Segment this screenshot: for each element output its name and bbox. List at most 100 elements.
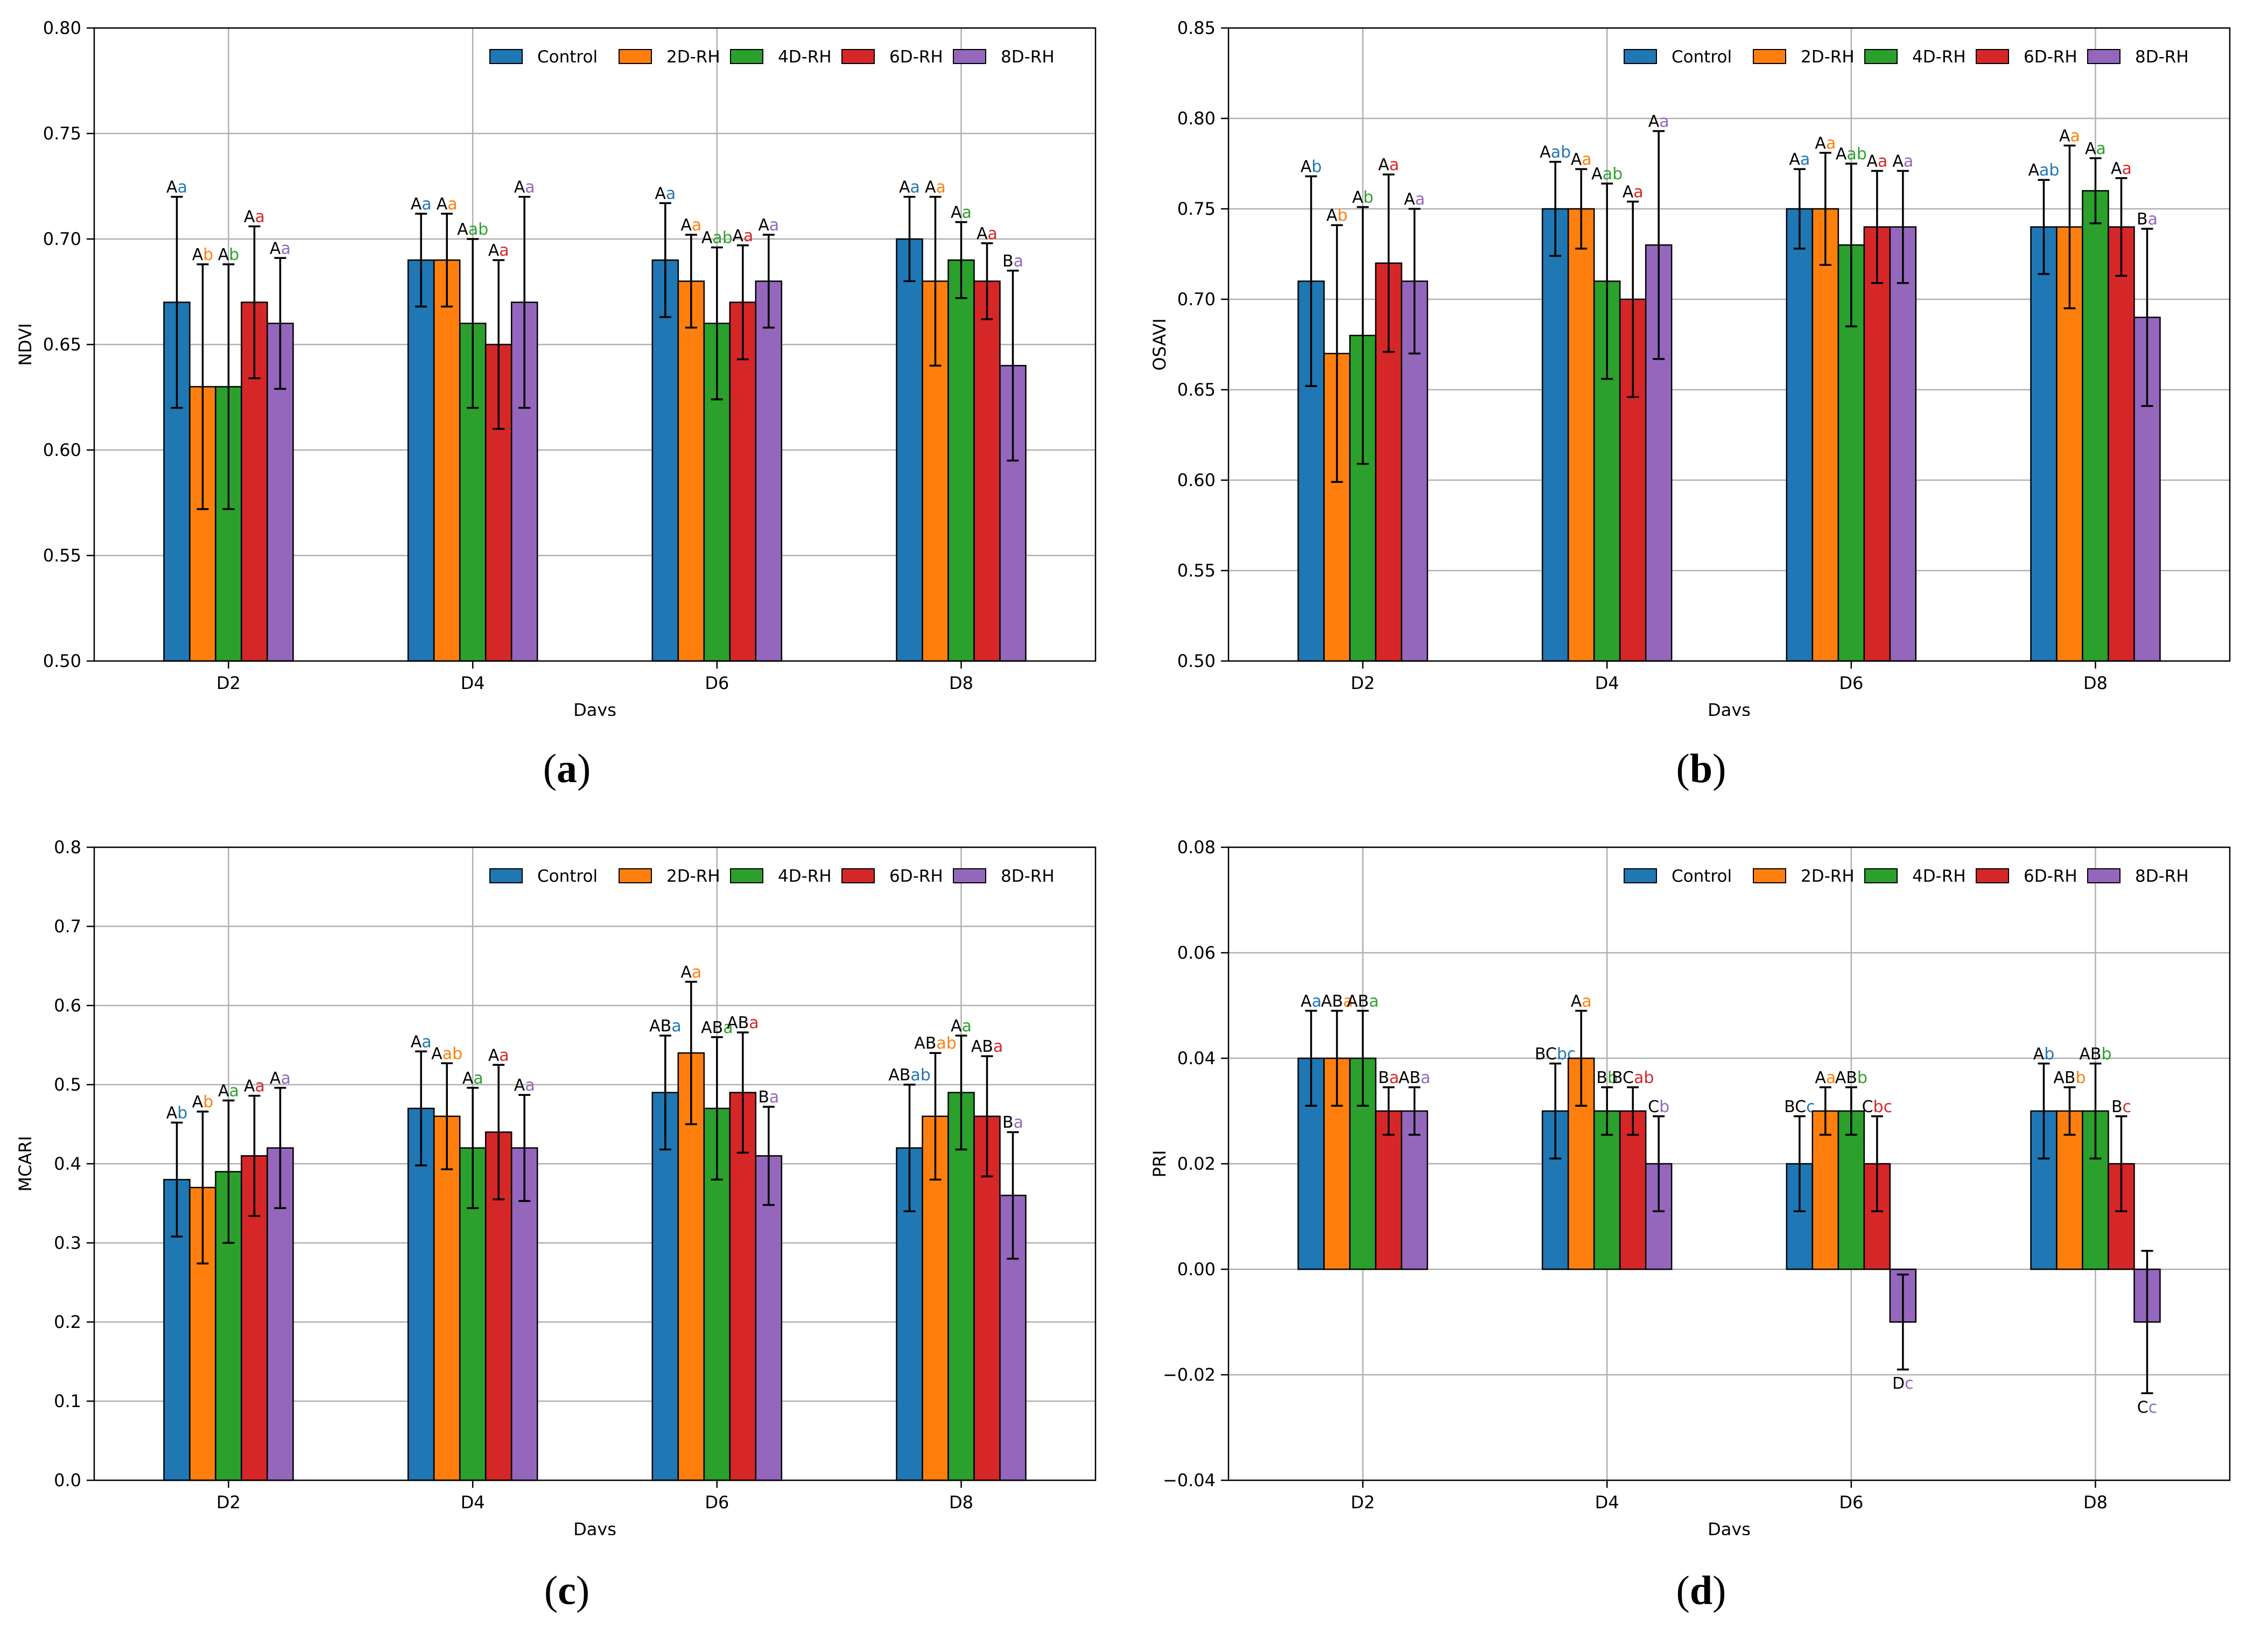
- legend-label: 4D-RH: [1912, 47, 1966, 67]
- panel-b: 0.50 0.55 0.60 0.65 0.70 0.75 0.80 0.85 D2 D4 D6 D8…: [1134, 0, 2268, 819]
- chart-pri: −0.04 −0.02 0.00 0.02 0.04 0.06 0.08 D2 D4 D6 D8 Aa…: [1149, 837, 2231, 1535]
- legend-label: 2D-RH: [666, 47, 720, 67]
- legend-swatch: [619, 49, 652, 64]
- significance-label: Aa: [488, 1046, 509, 1065]
- significance-label: Aab: [1836, 145, 1867, 164]
- legend-label: 8D-RH: [2135, 867, 2189, 886]
- xtick-label: D6: [1839, 1492, 1863, 1513]
- axes-frame: [1227, 27, 2231, 662]
- ytick-label: −0.04: [1163, 1470, 1216, 1491]
- ytick-label: 0.8: [54, 837, 81, 857]
- legend-label: 6D-RH: [889, 47, 943, 67]
- legend-label: 8D-RH: [2135, 47, 2189, 67]
- legend-label: 2D-RH: [666, 867, 720, 886]
- significance-label: ABa: [1347, 992, 1379, 1011]
- significance-label: Aa: [2085, 139, 2106, 158]
- significance-label: Aa: [1789, 150, 1810, 169]
- legend-swatch: [1976, 868, 2009, 883]
- significance-label: Cb: [1648, 1098, 1669, 1116]
- significance-label: Aa: [655, 184, 676, 203]
- xtick-label: D2: [1351, 673, 1375, 693]
- significance-label: Ba: [1002, 252, 1023, 271]
- significance-label: BCab: [1612, 1068, 1654, 1087]
- bar: [1401, 1110, 1428, 1270]
- xtick-label: D4: [461, 673, 485, 693]
- panel-a: 0.50 0.55 0.60 0.65 0.70 0.75 0.80 D2 D4 D6 D8 Aa Aa…: [0, 0, 1134, 819]
- significance-label: Aa: [488, 241, 509, 260]
- xtick-label: D4: [1595, 673, 1619, 693]
- xtick-label: D8: [2083, 673, 2108, 693]
- significance-label: Ab: [192, 1093, 214, 1112]
- significance-label: ABab: [888, 1066, 931, 1085]
- panel-label-d: (d): [1676, 1568, 1726, 1613]
- y-axis-label: MCARI: [15, 1136, 36, 1192]
- ytick-label: 0.4: [54, 1154, 81, 1174]
- significance-label: Aa: [1378, 156, 1399, 174]
- significance-label: Cc: [2137, 1398, 2157, 1417]
- legend-label: 4D-RH: [778, 867, 832, 886]
- bar: [510, 1147, 538, 1481]
- xtick-label: D4: [461, 1492, 485, 1513]
- bar: [433, 1115, 461, 1481]
- legend-label: Control: [1672, 867, 1732, 886]
- ytick-label: 0.75: [43, 123, 81, 144]
- legend-swatch: [953, 49, 986, 64]
- legend-swatch: [730, 868, 763, 883]
- significance-label: Aab: [431, 1044, 462, 1063]
- significance-label: Aa: [411, 1032, 432, 1051]
- significance-label: Aa: [2111, 159, 2132, 178]
- legend-swatch: [1753, 868, 1786, 883]
- significance-label: Aa: [244, 207, 265, 226]
- x-axis-label: Days: [573, 1519, 616, 1535]
- ytick-label: 0.5: [54, 1074, 81, 1095]
- panel-c: 0.0 0.1 0.2 0.3 0.4 0.5 0.6 0.7 0.8 D2 D4 D6 D8 Ab Aa A…: [0, 819, 1134, 1638]
- chart-mcari: 0.00.10.20.30.40.50.60.70.8D2 D4 D6 D8AbAaA…: [15, 837, 1097, 1535]
- xtick-label: D6: [1839, 673, 1863, 693]
- significance-label: ABa: [1399, 1068, 1431, 1087]
- xtick-label: D6: [705, 673, 729, 693]
- bar: [433, 259, 461, 662]
- legend-label: 2D-RH: [1801, 47, 1855, 67]
- significance-label: Aa: [977, 224, 998, 243]
- significance-label: Ba: [2137, 210, 2158, 229]
- significance-label: ABb: [2053, 1068, 2086, 1087]
- legend-swatch: [619, 868, 652, 883]
- significance-label: ABa: [649, 1017, 682, 1036]
- ytick-label: 0.65: [43, 334, 81, 355]
- bar: [1375, 1110, 1402, 1270]
- significance-label: Aa: [1892, 152, 1913, 171]
- ytick-label: 0.04: [1177, 1048, 1216, 1068]
- bar: [677, 280, 705, 662]
- chart-osavi: 0.50 0.55 0.60 0.65 0.70 0.75 0.80 0.85 D2 D4 D6 D8…: [1149, 18, 2231, 716]
- bar: [1593, 1110, 1621, 1270]
- significance-label: Bb: [1596, 1068, 1618, 1087]
- ytick-label: 0.00: [1177, 1259, 1216, 1280]
- bar: [896, 238, 923, 662]
- ytick-label: −0.02: [1163, 1365, 1216, 1385]
- bar: [1645, 1163, 1673, 1270]
- legend-label: 6D-RH: [2024, 867, 2077, 886]
- significance-label: Ba: [758, 1088, 779, 1107]
- ytick-label: 0.75: [1177, 199, 1216, 219]
- legend-swatch: [730, 49, 763, 64]
- ytick-label: 0.70: [1177, 289, 1216, 310]
- bar: [2082, 190, 2109, 662]
- axes-frame: [1227, 846, 2231, 1481]
- significance-label: Aa: [437, 195, 458, 214]
- significance-label: Aa: [951, 1017, 972, 1036]
- significance-label: Aa: [680, 963, 701, 982]
- legend-swatch: [1976, 49, 2009, 64]
- significance-label: Aa: [680, 216, 701, 235]
- bar: [1863, 226, 1891, 662]
- significance-label: Aa: [244, 1077, 265, 1096]
- legend-swatch: [1864, 868, 1898, 883]
- significance-label: Aa: [732, 227, 753, 245]
- significance-label: Aa: [1571, 992, 1592, 1011]
- significance-label: Ba: [1378, 1068, 1399, 1087]
- significance-label: Aa: [1815, 134, 1836, 153]
- significance-label: ABa: [727, 1014, 759, 1032]
- significance-label: ABb: [2079, 1045, 2111, 1064]
- panel-d: −0.04 −0.02 0.00 0.02 0.04 0.06 0.08 D2 D4 D6 D8 Aa…: [1134, 819, 2268, 1638]
- bar: [651, 1092, 679, 1481]
